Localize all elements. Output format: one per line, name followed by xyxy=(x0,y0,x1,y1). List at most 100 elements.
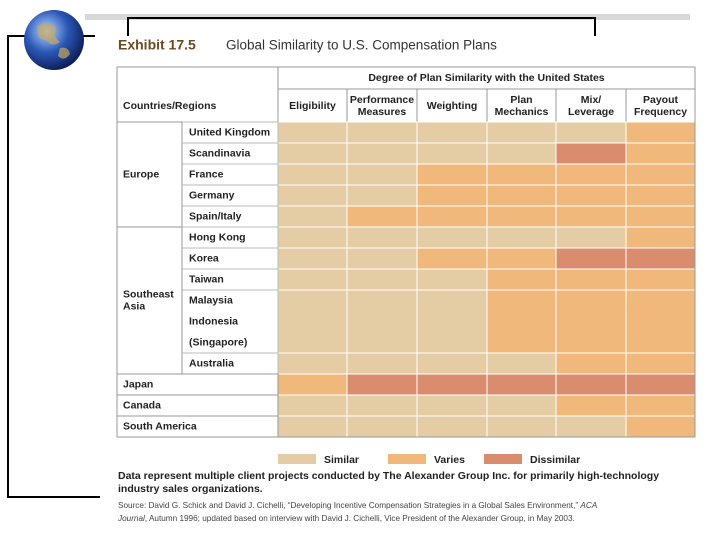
column-header: Weighting xyxy=(427,100,478,112)
legend-label: Varies xyxy=(434,454,465,466)
source-part: Source: David G. Schick and David J. Cic… xyxy=(118,501,580,510)
cell xyxy=(625,163,696,186)
cell xyxy=(277,205,348,228)
exhibit-title: Global Similarity to U.S. Compensation P… xyxy=(226,38,497,53)
cell xyxy=(555,142,627,165)
column-header: Performance xyxy=(350,94,414,106)
cell xyxy=(486,352,557,375)
source-part: Journal xyxy=(117,514,145,523)
cell xyxy=(486,226,557,249)
cell xyxy=(486,247,557,270)
cell xyxy=(416,394,488,417)
cell xyxy=(277,121,348,144)
cell xyxy=(555,289,627,354)
cell xyxy=(416,142,488,165)
cell xyxy=(555,373,627,396)
cell xyxy=(346,226,418,249)
column-header: Frequency xyxy=(634,106,687,118)
cell xyxy=(555,121,627,144)
cell xyxy=(277,415,348,438)
cell xyxy=(277,289,348,354)
legend-label: Similar xyxy=(324,454,359,466)
bracket xyxy=(127,17,596,36)
cell xyxy=(346,289,418,354)
country: Spain/Italy xyxy=(189,210,242,222)
cell xyxy=(416,268,488,291)
cell xyxy=(486,268,557,291)
cell xyxy=(486,289,557,354)
region: Southeast xyxy=(123,288,174,300)
cell xyxy=(555,268,627,291)
cell xyxy=(486,373,557,396)
cell xyxy=(625,121,696,144)
country-cell xyxy=(181,289,279,354)
row-header: Countries/Regions xyxy=(123,100,217,112)
cell xyxy=(555,415,627,438)
header-bg xyxy=(116,66,696,123)
region: Canada xyxy=(123,399,161,411)
cell xyxy=(346,121,418,144)
cell xyxy=(277,268,348,291)
cell xyxy=(555,352,627,375)
region: Europe xyxy=(123,168,159,180)
country: Australia xyxy=(189,357,234,369)
legend-label: Dissimilar xyxy=(530,454,580,466)
column-header: Leverage xyxy=(568,106,614,118)
country: France xyxy=(189,168,224,180)
cell xyxy=(346,247,418,270)
cell xyxy=(625,268,696,291)
cell xyxy=(625,352,696,375)
source: Source: David G. Schick and David J. Cic… xyxy=(118,501,598,510)
note: Data represent multiple client projects … xyxy=(118,470,659,482)
cell xyxy=(625,373,696,396)
country: Hong Kong xyxy=(189,231,246,243)
cell xyxy=(346,163,418,186)
exhibit-label: Exhibit 17.5 xyxy=(118,37,196,53)
cell xyxy=(625,247,696,270)
cell xyxy=(277,142,348,165)
note: industry sales organizations. xyxy=(118,483,263,495)
legend-swatch xyxy=(484,454,522,464)
cell xyxy=(416,205,488,228)
cell xyxy=(346,394,418,417)
cell xyxy=(555,226,627,249)
group-header: Degree of Plan Similarity with the Unite… xyxy=(368,72,604,84)
cell xyxy=(625,226,696,249)
country: Korea xyxy=(189,252,219,264)
column-header: Payout xyxy=(643,94,679,106)
cell xyxy=(416,184,488,207)
bracket xyxy=(7,35,100,498)
cell xyxy=(416,352,488,375)
cell xyxy=(625,184,696,207)
cell xyxy=(346,205,418,228)
cell xyxy=(346,415,418,438)
cell xyxy=(416,247,488,270)
column-header: Plan xyxy=(510,94,532,106)
source-part: , Autumn 1996; updated based on intervie… xyxy=(145,514,575,523)
country: Indonesia xyxy=(189,315,238,327)
country: Malaysia xyxy=(189,294,233,306)
country: Taiwan xyxy=(189,273,224,285)
cell xyxy=(277,352,348,375)
cell xyxy=(555,184,627,207)
legend-swatch xyxy=(388,454,426,464)
cell xyxy=(486,142,557,165)
region: Japan xyxy=(123,378,153,390)
cell xyxy=(625,142,696,165)
cell xyxy=(555,205,627,228)
cell xyxy=(486,205,557,228)
cell xyxy=(416,121,488,144)
cell xyxy=(486,394,557,417)
column-header: Measures xyxy=(358,106,407,118)
column-header: Mechanics xyxy=(495,106,549,118)
cell xyxy=(416,373,488,396)
cell xyxy=(346,142,418,165)
cell xyxy=(486,121,557,144)
cell xyxy=(277,373,348,396)
cell xyxy=(346,352,418,375)
column-header: Mix/ xyxy=(581,94,602,106)
cell xyxy=(416,226,488,249)
table: Degree of Plan Similarity with the Unite… xyxy=(116,66,696,523)
region: Asia xyxy=(123,300,145,312)
cell xyxy=(416,415,488,438)
